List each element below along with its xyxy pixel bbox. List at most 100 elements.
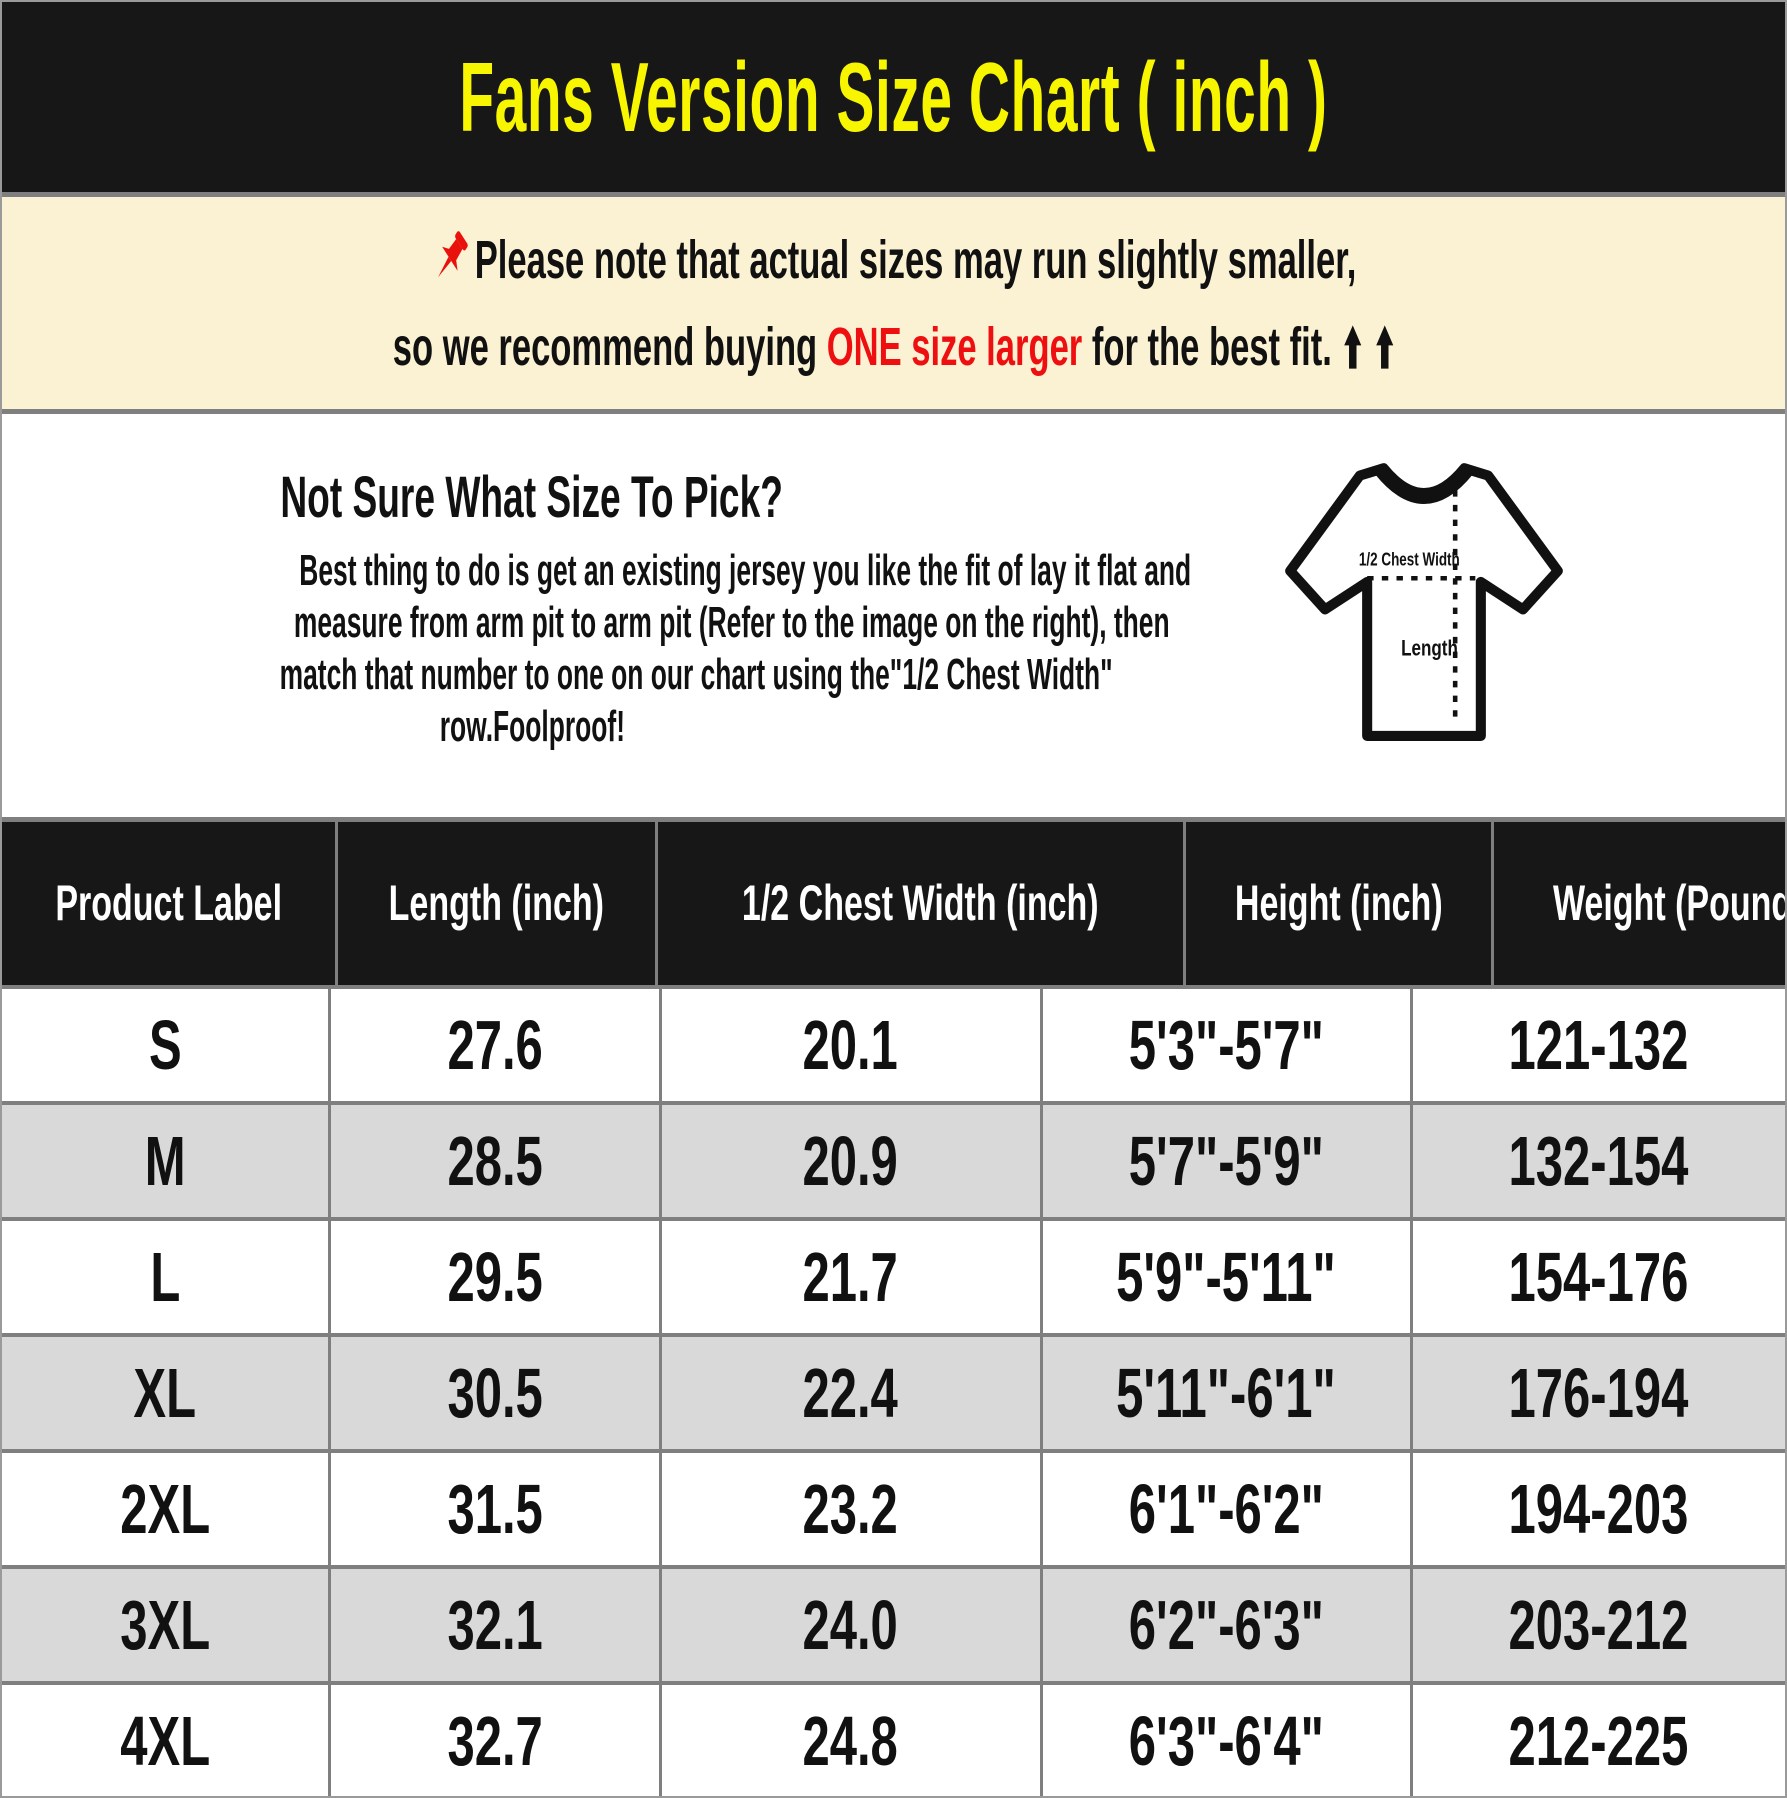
guide-line: measure from arm pit to arm pit (Refer t… — [293, 598, 1170, 648]
column-header-text: Length (inch) — [389, 875, 605, 931]
cell-text: 4XL — [120, 1702, 211, 1780]
cell-text: 30.5 — [447, 1354, 543, 1432]
cell-text: 20.1 — [802, 1006, 899, 1084]
cell-text: 5'3"-5'7" — [1128, 1006, 1324, 1084]
page-title: Fans Version Size Chart ( inch ) — [459, 41, 1328, 152]
height-cell: 5'11"-6'1" — [1043, 1337, 1413, 1449]
table-header-row: Product Label Length (inch) 1/2 Chest Wi… — [2, 822, 1785, 985]
chest-cell: 23.2 — [662, 1453, 1043, 1565]
cell-text: 32.1 — [447, 1586, 543, 1664]
table-row-4xl: 4XL 32.7 24.8 6'3"-6'4" 212-225 — [2, 1681, 1785, 1796]
length-cell: 32.1 — [331, 1569, 662, 1681]
cell-text: 23.2 — [802, 1470, 899, 1548]
cell-text: 3XL — [120, 1586, 211, 1664]
size-guide-section: Not Sure What Size To Pick? Best thing t… — [2, 414, 1785, 822]
cell-text: 24.8 — [802, 1702, 899, 1780]
header-banner: Fans Version Size Chart ( inch ) — [2, 2, 1785, 192]
chest-cell: 20.1 — [662, 989, 1043, 1101]
column-header-weight: Weight (Pound) — [1494, 822, 1787, 985]
cell-text: 32.7 — [447, 1702, 543, 1780]
length-label: Length — [1401, 635, 1458, 660]
height-cell: 5'3"-5'7" — [1043, 989, 1413, 1101]
column-header-product-label: Product Label — [2, 822, 339, 985]
size-label-cell: XL — [2, 1337, 332, 1449]
size-label-cell: 4XL — [2, 1685, 332, 1796]
length-cell: 30.5 — [331, 1337, 662, 1449]
cell-text: 6'3"-6'4" — [1128, 1702, 1324, 1780]
weight-cell: 212-225 — [1413, 1685, 1785, 1796]
weight-cell: 203-212 — [1413, 1569, 1785, 1681]
guide-line: Best thing to do is get an existing jers… — [299, 546, 1192, 596]
size-label-cell: 3XL — [2, 1569, 332, 1681]
cell-text: 212-225 — [1508, 1702, 1689, 1780]
note-text-1: Please note that actual sizes may run sl… — [474, 230, 1357, 290]
weight-cell: 121-132 — [1413, 989, 1785, 1101]
size-label-cell: M — [2, 1105, 332, 1217]
length-cell: 28.5 — [331, 1105, 662, 1217]
cell-text: 203-212 — [1508, 1586, 1689, 1664]
cell-text: 31.5 — [447, 1470, 543, 1548]
column-header-length: Length (inch) — [338, 822, 658, 985]
chest-cell: 21.7 — [662, 1221, 1043, 1333]
column-header-chest-width: 1/2 Chest Width (inch) — [658, 822, 1186, 985]
weight-cell: 154-176 — [1413, 1221, 1785, 1333]
column-header-text: Product Label — [55, 875, 283, 931]
cell-text: 2XL — [120, 1470, 211, 1548]
cell-text: 6'2"-6'3" — [1128, 1586, 1324, 1664]
guide-line: match that number to one on our chart us… — [279, 650, 1113, 699]
height-cell: 6'2"-6'3" — [1043, 1569, 1413, 1681]
column-header-height: Height (inch) — [1186, 822, 1495, 985]
table-row-3xl: 3XL 32.1 24.0 6'2"-6'3" 203-212 — [2, 1565, 1785, 1681]
cell-text: 121-132 — [1508, 1006, 1689, 1084]
height-cell: 6'3"-6'4" — [1043, 1685, 1413, 1796]
cell-text: 27.6 — [447, 1006, 543, 1084]
guide-text-block: Not Sure What Size To Pick? Best thing t… — [2, 464, 1192, 753]
chest-cell: 24.8 — [662, 1685, 1043, 1796]
chest-cell: 20.9 — [662, 1105, 1043, 1217]
length-cell: 32.7 — [331, 1685, 662, 1796]
height-cell: 5'7"-5'9" — [1043, 1105, 1413, 1217]
length-cell: 27.6 — [331, 989, 662, 1101]
column-header-text: 1/2 Chest Width (inch) — [741, 875, 1099, 931]
cell-text: 194-203 — [1508, 1470, 1689, 1548]
cell-text: 28.5 — [447, 1122, 543, 1200]
weight-cell: 194-203 — [1413, 1453, 1785, 1565]
guide-heading: Not Sure What Size To Pick? — [280, 465, 784, 531]
cell-text: 176-194 — [1508, 1354, 1689, 1432]
table-row-xl: XL 30.5 22.4 5'11"-6'1" 176-194 — [2, 1333, 1785, 1449]
cell-text: 22.4 — [802, 1354, 899, 1432]
size-label-cell: 2XL — [2, 1453, 332, 1565]
cell-text: 21.7 — [802, 1238, 899, 1316]
size-table: Product Label Length (inch) 1/2 Chest Wi… — [2, 822, 1785, 1796]
up-arrow-icon — [1344, 325, 1362, 369]
note-text-post: for the best fit. — [1082, 317, 1332, 377]
chest-cell: 22.4 — [662, 1337, 1043, 1449]
cell-text: 29.5 — [447, 1238, 543, 1316]
cell-text: 20.9 — [802, 1122, 899, 1200]
note-text-highlight: ONE size larger — [826, 317, 1083, 377]
cell-text: 6'1"-6'2" — [1128, 1470, 1324, 1548]
cell-text: XL — [133, 1354, 197, 1432]
height-cell: 5'9"-5'11" — [1043, 1221, 1413, 1333]
column-header-text: Weight (Pound) — [1553, 875, 1787, 931]
shirt-diagram: 1/2 Chest Width Length — [1062, 447, 1785, 759]
cell-text: M — [144, 1122, 186, 1200]
height-cell: 6'1"-6'2" — [1043, 1453, 1413, 1565]
pushpin-icon — [437, 231, 468, 278]
cell-text: 5'11"-6'1" — [1116, 1354, 1337, 1432]
cell-text: 154-176 — [1508, 1238, 1689, 1316]
table-row-l: L 29.5 21.7 5'9"-5'11" 154-176 — [2, 1217, 1785, 1333]
note-banner: Please note that actual sizes may run sl… — [2, 192, 1785, 414]
note-line-2: so we recommend buying ONE size larger f… — [393, 316, 1395, 378]
cell-text: 5'7"-5'9" — [1128, 1122, 1324, 1200]
up-arrow-icon — [1376, 325, 1394, 369]
up-arrows — [1343, 321, 1394, 373]
weight-cell: 132-154 — [1413, 1105, 1785, 1217]
note-text-pre: so we recommend buying — [392, 317, 827, 377]
chest-width-label: 1/2 Chest Width — [1358, 548, 1459, 569]
size-label-cell: L — [2, 1221, 332, 1333]
cell-text: L — [150, 1238, 181, 1316]
size-label-cell: S — [2, 989, 332, 1101]
length-cell: 29.5 — [331, 1221, 662, 1333]
